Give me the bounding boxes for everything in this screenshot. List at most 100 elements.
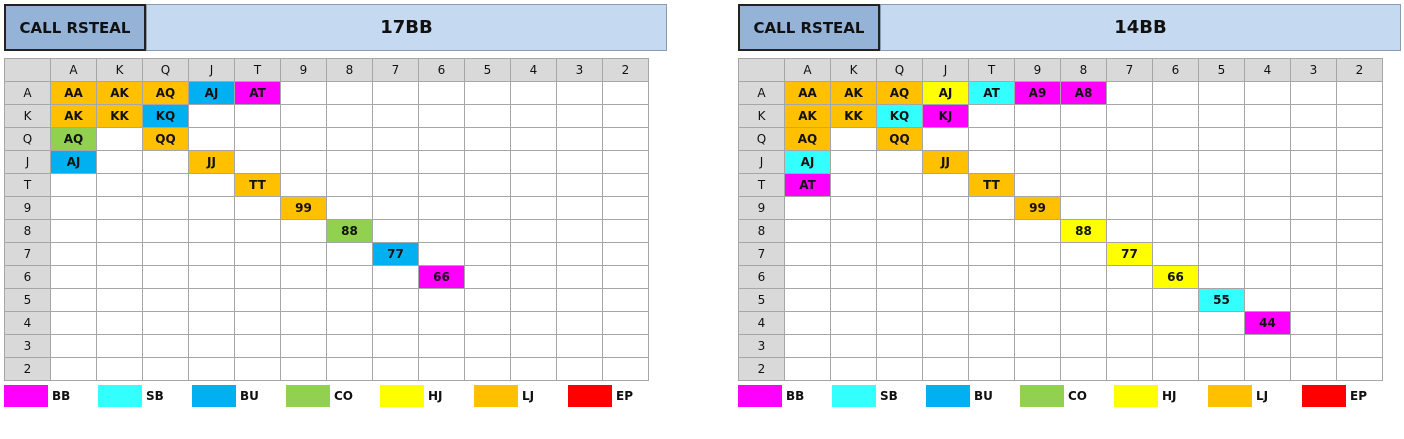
legend-label: HJ [1162, 389, 1177, 403]
empty-hand-cell [1290, 127, 1337, 151]
empty-hand-cell [1060, 104, 1107, 128]
legend-label: SB [880, 389, 898, 403]
empty-hand-cell [372, 150, 419, 174]
empty-hand-cell [280, 127, 327, 151]
legend-swatch [1208, 385, 1252, 407]
empty-hand-cell [1060, 265, 1107, 289]
empty-hand-cell [602, 173, 649, 197]
empty-hand-cell [1152, 242, 1199, 266]
empty-hand-cell [96, 242, 143, 266]
empty-hand-cell [602, 219, 649, 243]
empty-hand-cell [50, 242, 97, 266]
empty-hand-cell [96, 265, 143, 289]
empty-hand-cell [556, 81, 603, 105]
row-rank-header: K [4, 104, 51, 128]
empty-hand-cell [876, 219, 923, 243]
empty-hand-cell [510, 196, 557, 220]
empty-hand-cell [142, 150, 189, 174]
empty-hand-cell [876, 288, 923, 312]
empty-hand-cell [50, 334, 97, 358]
row-rank-header: 6 [4, 265, 51, 289]
legend-label: BU [974, 389, 993, 403]
grid-corner [4, 58, 51, 82]
empty-hand-cell [418, 81, 465, 105]
empty-hand-cell [1060, 334, 1107, 358]
column-rank-header: Q [876, 58, 923, 82]
legend-label: BB [786, 389, 805, 403]
row-rank-header: 9 [4, 196, 51, 220]
empty-hand-cell [234, 219, 281, 243]
empty-hand-cell [876, 242, 923, 266]
hand-cell: TT [968, 173, 1015, 197]
column-rank-header: 8 [326, 58, 373, 82]
empty-hand-cell [326, 242, 373, 266]
legend-label: BU [240, 389, 259, 403]
empty-hand-cell [1152, 357, 1199, 381]
row-rank-header: 8 [738, 219, 785, 243]
empty-hand-cell [280, 265, 327, 289]
empty-hand-cell [1290, 104, 1337, 128]
legend-item: BB [4, 385, 98, 407]
empty-hand-cell [602, 357, 649, 381]
hand-cell: 88 [1060, 219, 1107, 243]
hand-cell: KQ [142, 104, 189, 128]
empty-hand-cell [1244, 334, 1291, 358]
row-rank-header: 5 [738, 288, 785, 312]
empty-hand-cell [1198, 104, 1245, 128]
empty-hand-cell [1198, 265, 1245, 289]
empty-hand-cell [1336, 242, 1383, 266]
hand-row: T TT [4, 173, 649, 197]
empty-hand-cell [188, 334, 235, 358]
hand-cell: AA [784, 81, 831, 105]
grid-corner [738, 58, 785, 82]
hand-cell: 77 [372, 242, 419, 266]
empty-hand-cell [418, 357, 465, 381]
hand-row: T AT TT [738, 173, 1383, 197]
empty-hand-cell [464, 357, 511, 381]
hand-cell: 99 [1014, 196, 1061, 220]
empty-hand-cell [876, 357, 923, 381]
empty-hand-cell [464, 81, 511, 105]
empty-hand-cell [372, 334, 419, 358]
empty-hand-cell [280, 288, 327, 312]
hand-cell: KK [96, 104, 143, 128]
legend-swatch [474, 385, 518, 407]
column-rank-header: 2 [602, 58, 649, 82]
empty-hand-cell [1014, 173, 1061, 197]
column-rank-header: 9 [280, 58, 327, 82]
empty-hand-cell [464, 196, 511, 220]
empty-hand-cell [556, 173, 603, 197]
row-rank-header: 3 [738, 334, 785, 358]
empty-hand-cell [1336, 334, 1383, 358]
empty-hand-cell [876, 173, 923, 197]
empty-hand-cell [602, 242, 649, 266]
empty-hand-cell [280, 104, 327, 128]
empty-hand-cell [50, 357, 97, 381]
empty-hand-cell [556, 219, 603, 243]
chart-label: CALL RSTEAL [738, 4, 880, 51]
empty-hand-cell [556, 288, 603, 312]
empty-hand-cell [1014, 219, 1061, 243]
empty-hand-cell [280, 81, 327, 105]
empty-hand-cell [1198, 173, 1245, 197]
empty-hand-cell [234, 334, 281, 358]
hand-cell: AT [234, 81, 281, 105]
empty-hand-cell [96, 219, 143, 243]
hand-cell: 99 [280, 196, 327, 220]
empty-hand-cell [1198, 219, 1245, 243]
row-rank-header: 5 [4, 288, 51, 312]
empty-hand-cell [326, 104, 373, 128]
column-rank-header: J [922, 58, 969, 82]
empty-hand-cell [1152, 173, 1199, 197]
empty-hand-cell [556, 311, 603, 335]
empty-hand-cell [326, 357, 373, 381]
empty-hand-cell [922, 357, 969, 381]
empty-hand-cell [142, 265, 189, 289]
empty-hand-cell [418, 334, 465, 358]
empty-hand-cell [326, 265, 373, 289]
empty-hand-cell [188, 173, 235, 197]
legend-swatch [568, 385, 612, 407]
empty-hand-cell [1106, 127, 1153, 151]
empty-hand-cell [188, 311, 235, 335]
